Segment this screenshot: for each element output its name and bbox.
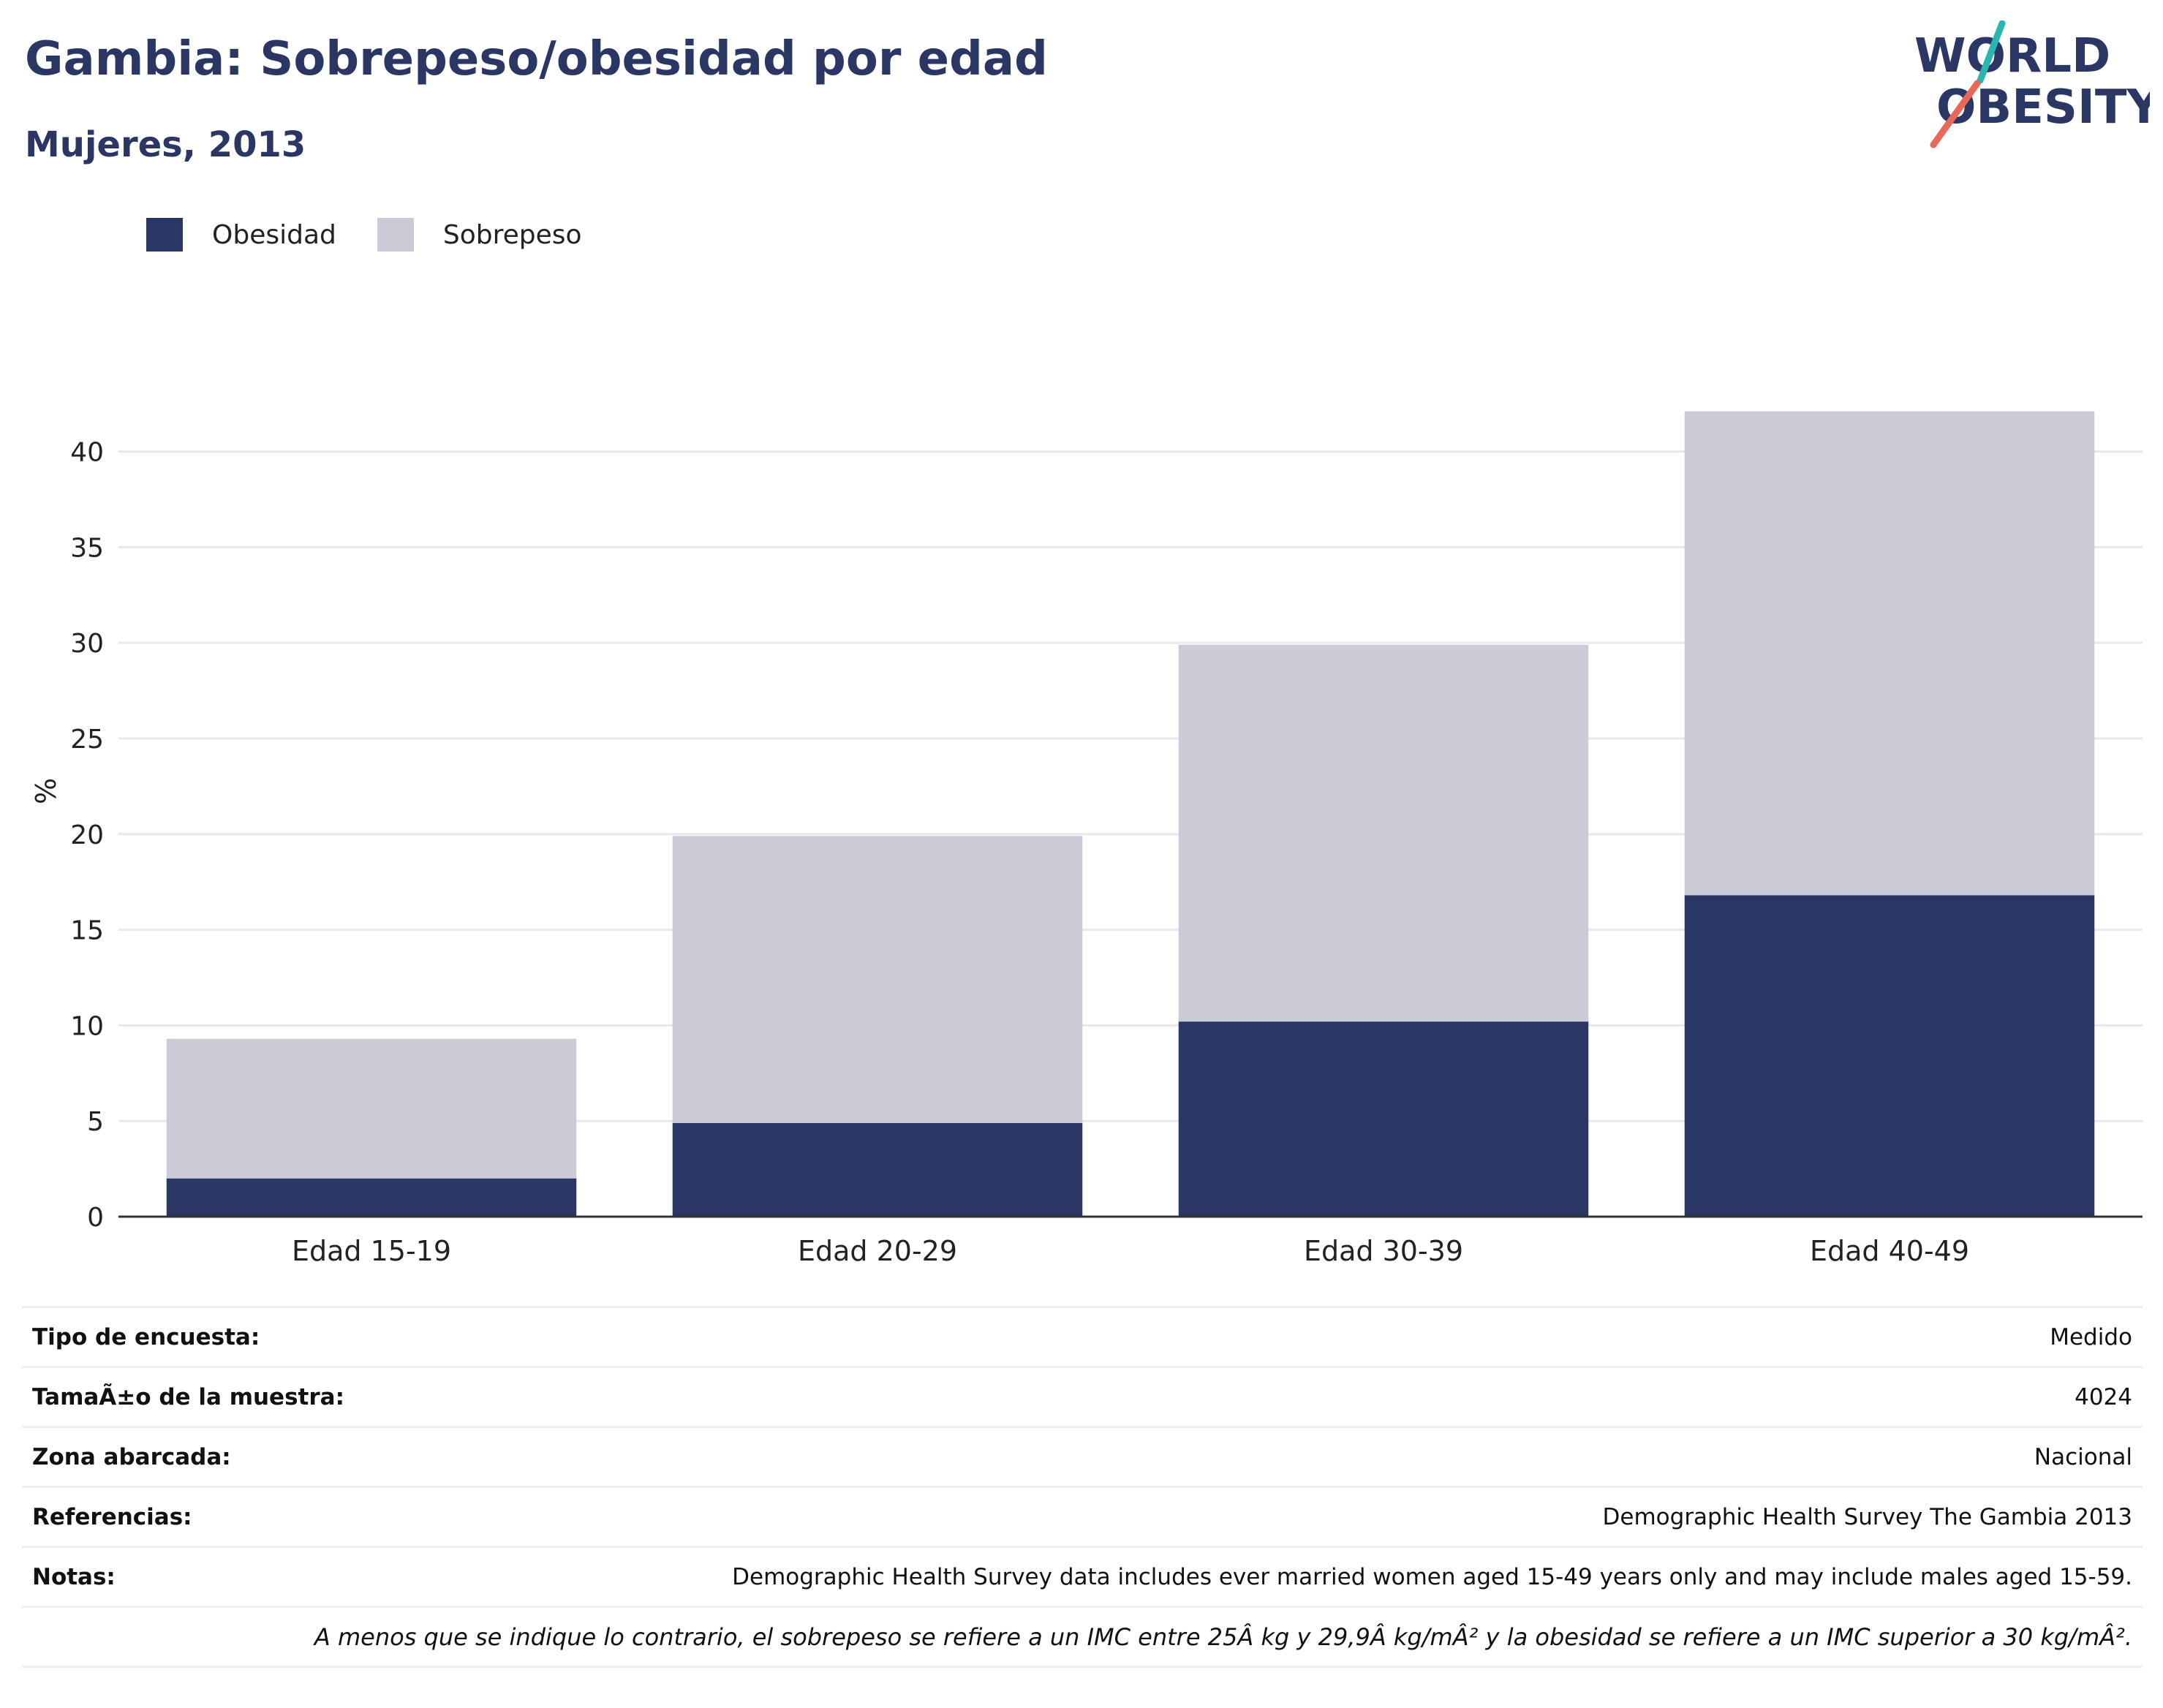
info-row-footnote: A menos que se indique lo contrario, el … bbox=[22, 1607, 2143, 1667]
bar-sobrepeso-3 bbox=[1178, 644, 1589, 1022]
legend-item-sobrepeso[interactable]: Sobrepeso bbox=[377, 218, 582, 252]
y-tick-label: 20 bbox=[70, 820, 104, 850]
y-tick-label: 25 bbox=[70, 725, 104, 755]
bar-obesidad-4 bbox=[1684, 895, 2095, 1217]
y-tick-label: 15 bbox=[70, 916, 104, 946]
info-key: Referencias: bbox=[32, 1503, 192, 1530]
bar-obesidad-2 bbox=[672, 1122, 1083, 1217]
info-row-survey-type: Tipo de encuesta: Medido bbox=[22, 1307, 2143, 1367]
info-key: Notas: bbox=[32, 1563, 116, 1590]
chart-title: Gambia: Sobrepeso/obesidad por edad bbox=[25, 32, 1048, 86]
y-tick-label: 35 bbox=[70, 533, 104, 563]
y-tick-label: 30 bbox=[70, 629, 104, 659]
x-tick-label: Edad 40-49 bbox=[1810, 1235, 1969, 1267]
y-axis-label: % bbox=[30, 778, 62, 804]
info-row-sample-size: TamaÃ±o de la muestra: 4024 bbox=[22, 1367, 2143, 1427]
bar-obesidad-1 bbox=[166, 1178, 577, 1217]
logo-slash-teal bbox=[1977, 20, 2006, 84]
info-value: 4024 bbox=[2075, 1383, 2132, 1410]
y-tick-label: 5 bbox=[87, 1107, 104, 1137]
chart-legend: Obesidad Sobrepeso bbox=[146, 218, 623, 252]
y-tick-label: 10 bbox=[70, 1011, 104, 1041]
x-tick-label: Edad 30-39 bbox=[1304, 1235, 1463, 1267]
info-value: Demographic Health Survey The Gambia 201… bbox=[1602, 1503, 2132, 1530]
y-tick-label: 40 bbox=[70, 438, 104, 468]
legend-label-sobrepeso: Sobrepeso bbox=[442, 219, 582, 250]
info-key: Zona abarcada: bbox=[32, 1443, 231, 1470]
bmi-footnote: A menos que se indique lo contrario, el … bbox=[314, 1622, 2132, 1651]
info-row-area: Zona abarcada: Nacional bbox=[22, 1427, 2143, 1487]
y-tick-label: 0 bbox=[87, 1203, 104, 1233]
bar-obesidad-3 bbox=[1178, 1021, 1589, 1217]
bar-sobrepeso-2 bbox=[672, 836, 1083, 1123]
stacked-bar-chart: 0 5 10 15 20 25 30 35 40% Edad 15-19 Edad 20-29 Eda… bbox=[30, 411, 2143, 1267]
x-tick-label: Edad 15-19 bbox=[292, 1235, 451, 1267]
bar-sobrepeso-4 bbox=[1684, 411, 2095, 896]
info-row-references: Referencias: Demographic Health Survey T… bbox=[22, 1487, 2143, 1547]
logo-slash-coral bbox=[1930, 80, 1981, 148]
world-obesity-logo: WORLD OBESITY bbox=[1914, 20, 2150, 148]
chart-subtitle: Mujeres, 2013 bbox=[25, 124, 306, 165]
x-tick-label: Edad 20-29 bbox=[798, 1235, 957, 1267]
bar-sobrepeso-1 bbox=[166, 1038, 577, 1179]
legend-item-obesidad[interactable]: Obesidad bbox=[146, 218, 336, 252]
legend-label-obesidad: Obesidad bbox=[212, 219, 336, 250]
legend-swatch-sobrepeso bbox=[377, 218, 414, 252]
info-key: Tipo de encuesta: bbox=[32, 1323, 260, 1350]
info-value: Demographic Health Survey data includes … bbox=[732, 1563, 2132, 1590]
legend-swatch-obesidad bbox=[146, 218, 183, 252]
survey-info-table: Tipo de encuesta: Medido TamaÃ±o de la m… bbox=[22, 1306, 2143, 1668]
info-row-notes: Notas: Demographic Health Survey data in… bbox=[22, 1547, 2143, 1607]
info-value: Nacional bbox=[2034, 1443, 2132, 1470]
logo-text-world: WORLD bbox=[1914, 29, 2110, 83]
info-key: TamaÃ±o de la muestra: bbox=[32, 1383, 344, 1410]
info-value: Medido bbox=[2050, 1323, 2132, 1350]
